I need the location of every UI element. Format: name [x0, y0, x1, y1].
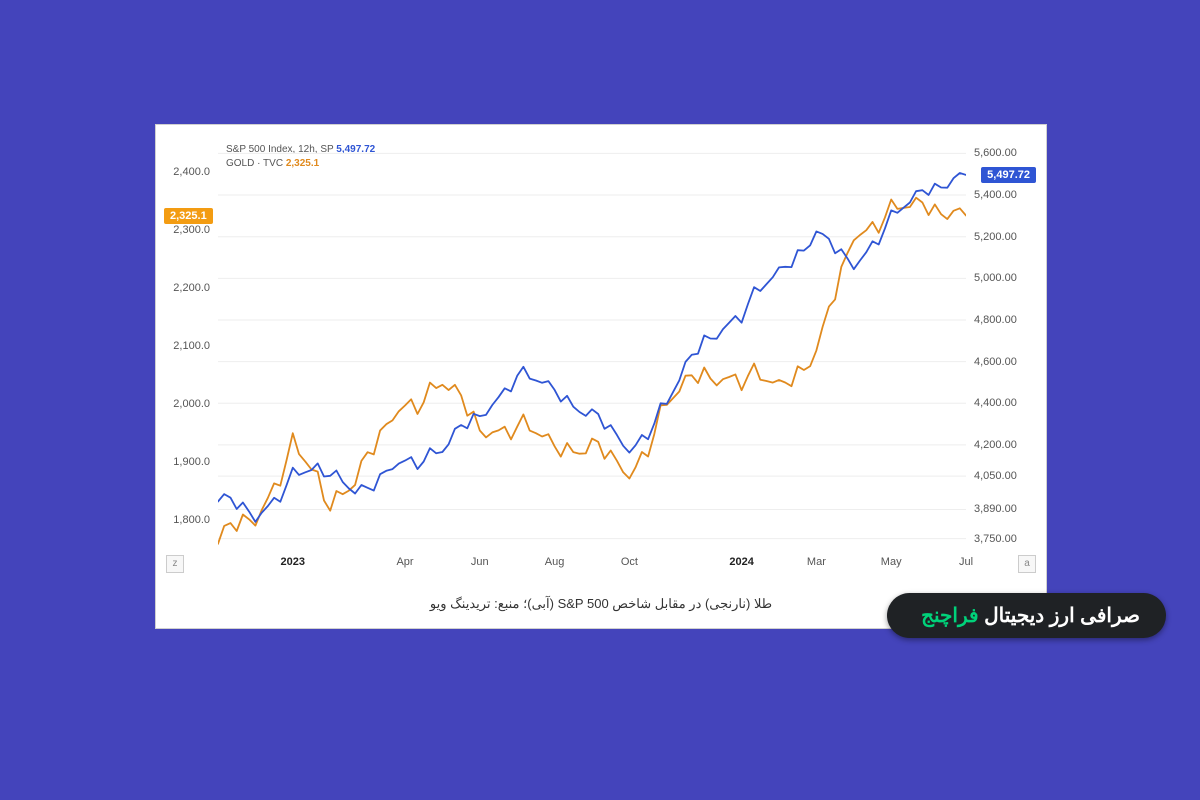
sp500-price-badge: 5,497.72: [981, 167, 1036, 183]
x-tick: Aug: [545, 556, 565, 568]
x-tick: Jul: [959, 556, 973, 568]
x-tick: Jun: [471, 556, 489, 568]
chart-plot-area[interactable]: 2,325.15,497.72: [218, 143, 966, 549]
y-right-tick: 3,750.00: [974, 533, 1017, 545]
y-right-tick: 4,600.00: [974, 356, 1017, 368]
y-axis-right: 3,750.00 3,890.00 4,050.00 4,200.00 4,400.00…: [968, 143, 1046, 549]
y-right-tick: 4,400.00: [974, 397, 1017, 409]
y-right-tick: 5,200.00: [974, 231, 1017, 243]
y-right-tick: 5,600.00: [974, 147, 1017, 159]
gold-price-badge: 2,325.1: [164, 208, 213, 224]
y-left-tick: 1,900.0: [173, 456, 210, 468]
y-right-tick: 4,050.00: [974, 470, 1017, 482]
y-left-tick: 1,800.0: [173, 514, 210, 526]
brand-text: صرافی ارز دیجیتال: [979, 605, 1140, 627]
y-right-tick: 4,200.00: [974, 439, 1017, 451]
y-right-tick: 3,890.00: [974, 503, 1017, 515]
y-axis-left: 1,800.0 1,900.0 2,000.0 2,100.0 2,200.0 2,300…: [156, 143, 216, 549]
corner-button-right[interactable]: a: [1018, 555, 1036, 573]
x-tick: Mar: [807, 556, 826, 568]
y-right-tick: 5,000.00: [974, 272, 1017, 284]
chart-card: S&P 500 Index, 12h, SP 5,497.72 GOLD · T…: [155, 124, 1047, 629]
y-left-tick: 2,400.0: [173, 166, 210, 178]
x-tick: 2024: [729, 556, 753, 568]
x-tick: May: [881, 556, 902, 568]
x-tick: Apr: [396, 556, 413, 568]
y-right-tick: 4,800.00: [974, 314, 1017, 326]
brand-accent: فراچنج: [921, 605, 978, 627]
x-tick: 2023: [281, 556, 305, 568]
x-axis: 2023AprJunAugOct2024MarMayJul: [218, 553, 966, 575]
y-right-tick: 5,400.00: [974, 189, 1017, 201]
corner-button-left[interactable]: z: [166, 555, 184, 573]
y-left-tick: 2,200.0: [173, 282, 210, 294]
y-left-tick: 2,000.0: [173, 398, 210, 410]
x-tick: Oct: [621, 556, 638, 568]
brand-pill: صرافی ارز دیجیتال فراچنج: [887, 593, 1166, 638]
y-left-tick: 2,300.0: [173, 224, 210, 236]
y-left-tick: 2,100.0: [173, 340, 210, 352]
